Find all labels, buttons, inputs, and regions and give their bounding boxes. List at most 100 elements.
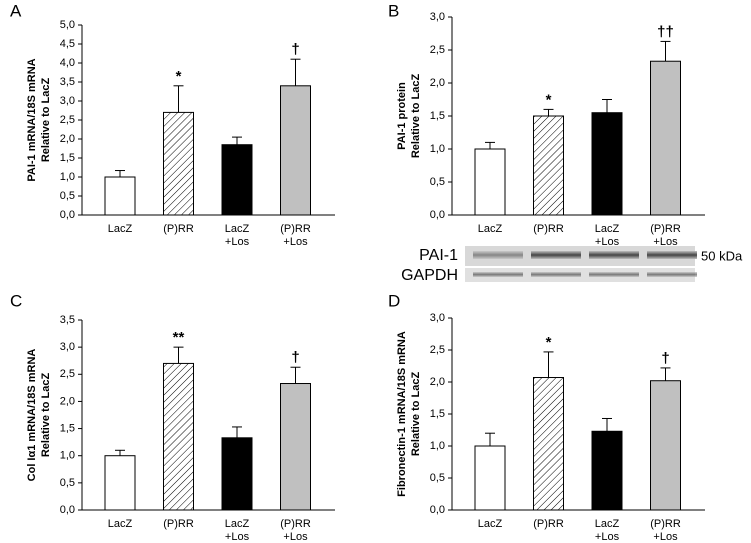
x-tick-label: +Los <box>225 236 250 248</box>
x-tick-label: +Los <box>283 531 308 543</box>
x-tick-label: (P)RR <box>650 518 681 530</box>
y-axis-label: Relative to LacZ <box>40 373 52 458</box>
annotation: † <box>291 349 299 366</box>
bar <box>533 377 564 511</box>
bar <box>163 362 194 511</box>
y-tick-label: 1,5 <box>60 422 75 434</box>
x-tick-label: (P)RR <box>533 518 564 530</box>
y-tick-label: 2,0 <box>60 133 75 145</box>
bar <box>221 437 253 511</box>
x-tick-label: (P)RR <box>533 223 564 235</box>
x-tick-label: LacZ <box>478 223 503 235</box>
y-tick-label: 2,5 <box>430 344 445 356</box>
y-tick-label: 2,0 <box>60 395 75 407</box>
y-tick-label: 2,5 <box>430 44 445 56</box>
x-tick-label: LacZ <box>595 223 620 235</box>
y-axis-label: Fibronectin-1 mRNA/18S mRNA <box>396 331 408 497</box>
x-tick-label: +Los <box>595 236 620 248</box>
x-tick-label: (P)RR <box>280 223 311 235</box>
annotation: ** <box>173 329 185 346</box>
y-tick-label: 1,0 <box>430 440 445 452</box>
bar <box>221 144 253 216</box>
y-tick-label: 0,5 <box>60 190 75 202</box>
y-tick-label: 0,5 <box>60 477 75 489</box>
bar <box>591 430 623 511</box>
bar <box>650 60 681 216</box>
y-axis-label: PAI-1 mRNA/18S mRNA <box>26 58 38 181</box>
panel-label: D <box>388 291 400 310</box>
y-tick-label: 0,5 <box>430 472 445 484</box>
y-tick-label: 1,5 <box>430 110 445 122</box>
blot-band <box>589 251 639 259</box>
y-tick-label: 5,0 <box>60 19 75 31</box>
x-tick-label: LacZ <box>108 518 133 530</box>
y-tick-label: 1,5 <box>430 408 445 420</box>
bar <box>163 111 194 216</box>
blot-label: PAI-1 <box>419 247 458 264</box>
bar <box>104 455 136 511</box>
y-tick-label: 2,5 <box>60 114 75 126</box>
bar <box>280 383 311 511</box>
annotation: † <box>291 41 299 58</box>
x-tick-label: (P)RR <box>650 223 681 235</box>
y-tick-label: 3,5 <box>60 314 75 326</box>
y-tick-label: 2,0 <box>430 77 445 89</box>
blot-size: 50 kDa <box>701 248 743 263</box>
blot-band <box>473 272 523 277</box>
x-tick-label: LacZ <box>108 223 133 235</box>
y-tick-label: 1,5 <box>60 152 75 164</box>
x-tick-label: +Los <box>595 531 620 543</box>
x-tick-label: LacZ <box>595 518 620 530</box>
y-axis-label: Col Iα1 mRNA/18S mRNA <box>26 349 38 482</box>
bar <box>104 176 136 216</box>
x-tick-label: +Los <box>225 531 250 543</box>
y-tick-label: 3,0 <box>430 11 445 23</box>
y-tick-label: 2,5 <box>60 368 75 380</box>
x-tick-label: +Los <box>653 236 678 248</box>
y-axis-label: Relative to LacZ <box>410 74 422 159</box>
panel-label: C <box>10 291 22 310</box>
y-tick-label: 3,0 <box>60 95 75 107</box>
y-tick-label: 0,0 <box>60 504 75 516</box>
bar <box>474 445 506 511</box>
blot-band <box>531 251 581 259</box>
y-tick-label: 0,0 <box>430 209 445 221</box>
annotation: * <box>546 334 552 351</box>
blot-label: GAPDH <box>401 267 458 284</box>
y-tick-label: 3,0 <box>60 341 75 353</box>
y-tick-label: 4,0 <box>60 57 75 69</box>
bar <box>650 380 681 511</box>
y-tick-label: 0,5 <box>430 176 445 188</box>
x-tick-label: (P)RR <box>163 223 194 235</box>
blot-band <box>531 272 581 277</box>
x-tick-label: +Los <box>653 531 678 543</box>
x-tick-label: LacZ <box>478 518 503 530</box>
y-axis-label: Relative to LacZ <box>40 78 52 163</box>
panel-label: B <box>388 1 399 20</box>
annotation: † <box>661 350 669 367</box>
y-tick-label: 1,0 <box>60 171 75 183</box>
bar <box>591 112 623 216</box>
x-tick-label: (P)RR <box>163 518 194 530</box>
panel-label: A <box>10 1 22 20</box>
blot-band <box>589 272 639 277</box>
y-axis-label: PAI-1 protein <box>396 82 408 150</box>
x-tick-label: LacZ <box>225 223 250 235</box>
blot-band <box>473 251 523 259</box>
annotation: * <box>546 91 552 108</box>
blot-band <box>647 272 697 277</box>
y-tick-label: 4,5 <box>60 38 75 50</box>
y-tick-label: 1,0 <box>430 143 445 155</box>
y-tick-label: 2,0 <box>430 376 445 388</box>
y-tick-label: 3,0 <box>430 312 445 324</box>
bar <box>474 148 506 216</box>
annotation: †† <box>657 23 674 40</box>
x-tick-label: (P)RR <box>280 518 311 530</box>
blot-band <box>647 251 697 259</box>
y-tick-label: 1,0 <box>60 450 75 462</box>
x-tick-label: LacZ <box>225 518 250 530</box>
y-axis-label: Relative to LacZ <box>410 372 422 457</box>
y-tick-label: 0,0 <box>60 209 75 221</box>
bar <box>280 85 311 216</box>
